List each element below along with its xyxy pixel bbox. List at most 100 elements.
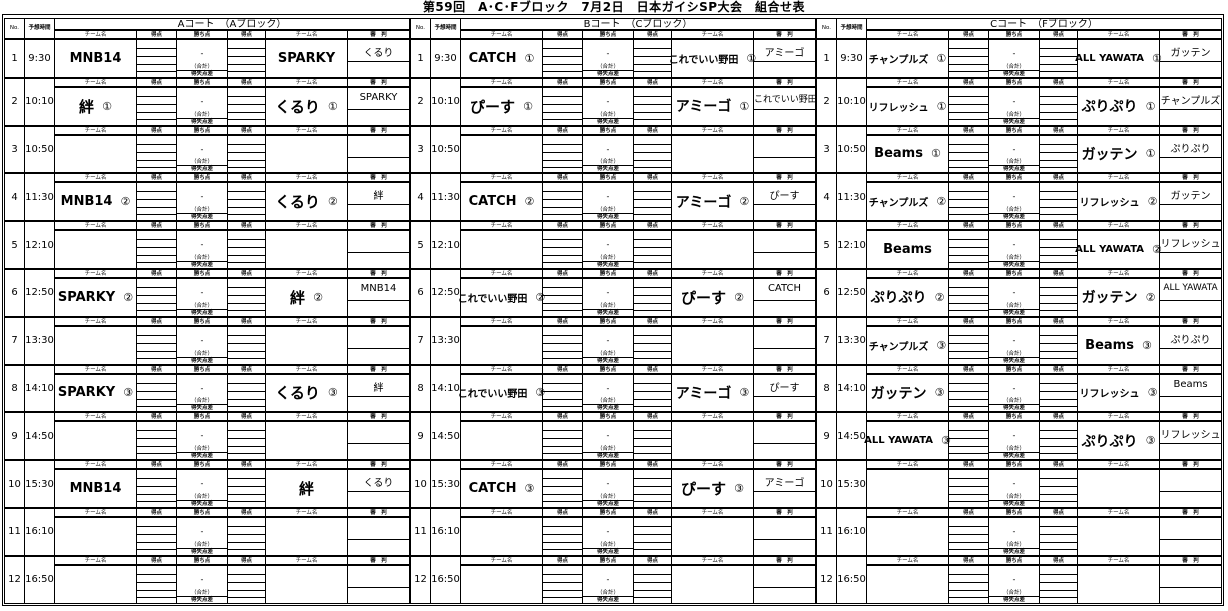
score1-input[interactable]	[948, 469, 989, 508]
points-cell[interactable]: - （合計） 得失点差	[582, 39, 634, 78]
team2-cell[interactable]	[671, 325, 754, 365]
referee-cell[interactable]	[1159, 564, 1222, 604]
score1-input[interactable]	[948, 134, 989, 174]
referee-cell[interactable]	[1159, 469, 1222, 508]
team1-cell[interactable]	[866, 469, 949, 508]
team1-cell[interactable]	[460, 134, 543, 174]
score2-input[interactable]	[633, 134, 672, 174]
score2-input[interactable]	[1039, 39, 1078, 78]
points-cell[interactable]: - （合計） 得失点差	[988, 182, 1040, 222]
team1-cell[interactable]	[54, 421, 137, 461]
team1-cell[interactable]: ガッテン ③	[866, 373, 949, 413]
score2-input[interactable]	[1039, 421, 1078, 461]
referee-cell[interactable]: リフレッシュ	[1159, 421, 1222, 461]
score2-input[interactable]	[227, 325, 266, 365]
points-cell[interactable]: - （合計） 得失点差	[988, 278, 1040, 317]
score1-input[interactable]	[948, 278, 989, 317]
team2-cell[interactable]: くるり ③	[265, 373, 348, 413]
score1-input[interactable]	[136, 86, 177, 126]
score1-input[interactable]	[136, 373, 177, 413]
score1-input[interactable]	[542, 469, 583, 508]
referee-cell[interactable]: ぴーす	[753, 182, 816, 222]
score1-input[interactable]	[948, 421, 989, 461]
team1-cell[interactable]	[866, 564, 949, 604]
team2-cell[interactable]	[265, 564, 348, 604]
team2-cell[interactable]	[671, 134, 754, 174]
team1-cell[interactable]	[460, 564, 543, 604]
team2-cell[interactable]: ガッテン ①	[1077, 134, 1160, 174]
score1-input[interactable]	[948, 564, 989, 604]
team2-cell[interactable]: ぴーす ②	[671, 278, 754, 317]
team2-cell[interactable]: アミーゴ ②	[671, 182, 754, 222]
score1-input[interactable]	[948, 325, 989, 365]
score2-input[interactable]	[633, 325, 672, 365]
score2-input[interactable]	[633, 86, 672, 126]
team2-cell[interactable]: ALL YAWATA ①	[1075, 39, 1162, 78]
score2-input[interactable]	[633, 182, 672, 222]
team2-cell[interactable]: くるり ②	[265, 182, 348, 222]
referee-cell[interactable]: アミーゴ	[753, 469, 816, 508]
score1-input[interactable]	[542, 230, 583, 269]
team2-cell[interactable]: 絆	[265, 469, 348, 508]
score2-input[interactable]	[227, 373, 266, 413]
score2-input[interactable]	[1039, 278, 1078, 317]
team2-cell[interactable]: Beams ③	[1077, 325, 1160, 365]
score1-input[interactable]	[948, 182, 989, 222]
team1-cell[interactable]	[54, 564, 137, 604]
points-cell[interactable]: - （合計） 得失点差	[988, 469, 1040, 508]
score2-input[interactable]	[1039, 86, 1078, 126]
team2-cell[interactable]: アミーゴ ①	[671, 86, 754, 126]
points-cell[interactable]: - （合計） 得失点差	[176, 182, 228, 222]
team1-cell[interactable]: Beams	[866, 230, 949, 269]
score2-input[interactable]	[1039, 517, 1078, 556]
referee-cell[interactable]: くるり	[347, 39, 410, 78]
points-cell[interactable]: - （合計） 得失点差	[176, 517, 228, 556]
score1-input[interactable]	[136, 469, 177, 508]
score2-input[interactable]	[227, 134, 266, 174]
team2-cell[interactable]: SPARKY	[265, 39, 348, 78]
score2-input[interactable]	[227, 230, 266, 269]
score2-input[interactable]	[1039, 182, 1078, 222]
referee-cell[interactable]: くるり	[347, 469, 410, 508]
team1-cell[interactable]: MNB14	[54, 469, 137, 508]
points-cell[interactable]: - （合計） 得失点差	[582, 325, 634, 365]
team2-cell[interactable]	[671, 421, 754, 461]
team2-cell[interactable]: これでいい野田 ①	[669, 39, 756, 78]
score1-input[interactable]	[136, 134, 177, 174]
score1-input[interactable]	[542, 564, 583, 604]
score2-input[interactable]	[227, 421, 266, 461]
team1-cell[interactable]: ALL YAWATA ③	[864, 421, 951, 461]
score2-input[interactable]	[633, 39, 672, 78]
score2-input[interactable]	[1039, 325, 1078, 365]
points-cell[interactable]: - （合計） 得失点差	[582, 564, 634, 604]
team1-cell[interactable]: MNB14 ②	[54, 182, 137, 222]
score1-input[interactable]	[136, 517, 177, 556]
points-cell[interactable]: - （合計） 得失点差	[988, 421, 1040, 461]
score2-input[interactable]	[227, 564, 266, 604]
score2-input[interactable]	[1039, 564, 1078, 604]
referee-cell[interactable]: 絆	[347, 182, 410, 222]
points-cell[interactable]: - （合計） 得失点差	[176, 86, 228, 126]
referee-cell[interactable]	[347, 230, 410, 269]
referee-cell[interactable]	[1159, 517, 1222, 556]
points-cell[interactable]: - （合計） 得失点差	[582, 182, 634, 222]
points-cell[interactable]: - （合計） 得失点差	[176, 278, 228, 317]
score1-input[interactable]	[948, 86, 989, 126]
team2-cell[interactable]: ガッテン ②	[1077, 278, 1160, 317]
team1-cell[interactable]	[460, 325, 543, 365]
score2-input[interactable]	[1039, 230, 1078, 269]
team2-cell[interactable]: リフレッシュ ③	[1077, 373, 1160, 413]
referee-cell[interactable]	[347, 564, 410, 604]
referee-cell[interactable]	[347, 134, 410, 174]
points-cell[interactable]: - （合計） 得失点差	[988, 134, 1040, 174]
score1-input[interactable]	[542, 182, 583, 222]
team1-cell[interactable]	[460, 517, 543, 556]
team2-cell[interactable]: くるり ①	[265, 86, 348, 126]
points-cell[interactable]: - （合計） 得失点差	[176, 325, 228, 365]
points-cell[interactable]: - （合計） 得失点差	[988, 564, 1040, 604]
team1-cell[interactable]: SPARKY ②	[54, 278, 137, 317]
points-cell[interactable]: - （合計） 得失点差	[176, 373, 228, 413]
team2-cell[interactable]	[671, 230, 754, 269]
points-cell[interactable]: - （合計） 得失点差	[582, 134, 634, 174]
